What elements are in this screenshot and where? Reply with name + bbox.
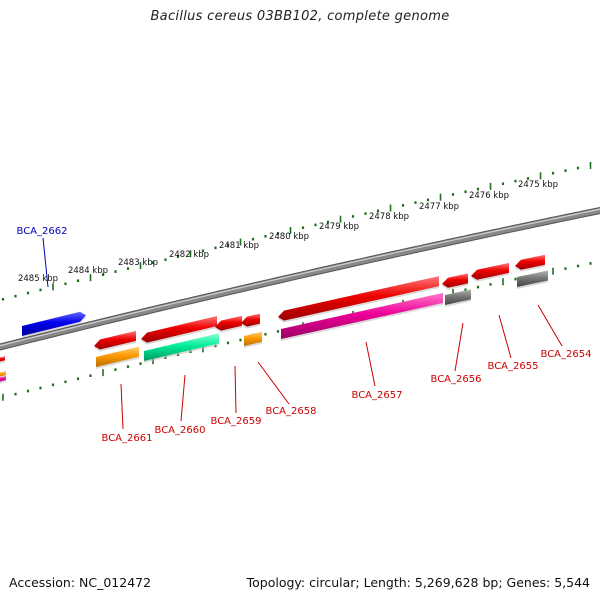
- kbp-label: 2478 kbp: [369, 212, 409, 222]
- accession-text: Accession: NC_012472: [9, 575, 152, 590]
- leader-line: [257, 361, 290, 405]
- label-leader-lines: [42, 237, 563, 430]
- genome-backbone: [0, 206, 600, 351]
- kbp-label: 2484 kbp: [68, 266, 108, 276]
- kbp-label: 2475 kbp: [518, 180, 558, 190]
- feature-bca-2656: [442, 273, 468, 290]
- gene-label: BCA_2658: [266, 406, 317, 417]
- leader-line: [454, 322, 464, 372]
- feature-body: [144, 333, 219, 361]
- feature-body: [141, 316, 217, 343]
- leader-line: [180, 374, 186, 422]
- feature-body: [0, 371, 6, 377]
- backbone-highlight: [0, 208, 600, 347]
- backbone-line: [0, 207, 600, 350]
- feature-bca-2658: [241, 313, 260, 329]
- gene-label: BCA_2656: [431, 374, 482, 385]
- outer-tick-ring: [1, 161, 592, 301]
- feature-body: [215, 315, 242, 331]
- feature-body: [94, 330, 136, 350]
- gene-label: BCA_2661: [102, 433, 153, 444]
- genome-summary-text: Topology: circular; Length: 5,269,628 bp…: [246, 575, 590, 590]
- feature-bca-2654-cds: [517, 270, 548, 289]
- feature-bca-2659: [215, 315, 242, 333]
- feature-body: [442, 273, 468, 288]
- feature-edge-1: [0, 356, 5, 364]
- leader-line: [537, 304, 563, 347]
- leader-line: [234, 365, 237, 414]
- feature-bca-2657-cds: [281, 292, 443, 341]
- feature-body: [22, 311, 86, 336]
- feature-bca-2658-cds: [244, 331, 262, 348]
- feature-body: [0, 376, 6, 382]
- feature-body: [471, 262, 509, 280]
- feature-bca-2656-cds: [445, 289, 471, 307]
- feature-edge-3: [0, 376, 6, 384]
- gene-features: [0, 254, 548, 384]
- kbp-label: 2479 kbp: [319, 222, 359, 232]
- gene-label: BCA_2659: [211, 416, 262, 427]
- feature-bca-2660-cds: [144, 333, 219, 363]
- kbp-label: 2477 kbp: [419, 202, 459, 212]
- feature-bca-2661-cds: [96, 346, 139, 369]
- feature-body: [445, 289, 471, 305]
- feature-bca-2662: [22, 311, 86, 338]
- leader-line: [365, 341, 376, 387]
- kbp-label: 2480 kbp: [269, 232, 309, 242]
- gene-label: BCA_2662: [17, 226, 68, 237]
- feature-body: [517, 270, 548, 287]
- kbp-label: 2476 kbp: [469, 191, 509, 201]
- feature-body: [281, 292, 443, 339]
- leader-line: [498, 314, 512, 359]
- feature-body: [278, 276, 439, 321]
- feature-body: [0, 356, 5, 362]
- kbp-label: 2481 kbp: [219, 241, 259, 251]
- feature-body: [515, 254, 545, 270]
- feature-bca-2661: [94, 330, 136, 352]
- feature-bca-2660: [141, 316, 217, 345]
- gene-label: BCA_2655: [488, 361, 539, 372]
- gene-label: BCA_2657: [352, 390, 403, 401]
- kbp-scale-labels: 2485 kbp 2484 kbp 2483 kbp 2482 kbp 2481 kbp…: [18, 180, 558, 284]
- feature-bca-2654: [515, 254, 545, 272]
- feature-body: [241, 313, 260, 327]
- feature-body: [96, 346, 139, 367]
- leader-line: [120, 383, 124, 430]
- kbp-label: 2485 kbp: [18, 274, 58, 284]
- leader-line: [42, 237, 49, 288]
- map-title: Bacillus cereus 03BB102, complete genome: [150, 9, 450, 24]
- gene-label: BCA_2660: [155, 425, 206, 436]
- kbp-label: 2482 kbp: [169, 250, 209, 260]
- feature-bca-2655: [471, 262, 509, 282]
- gene-label: BCA_2654: [541, 349, 592, 360]
- kbp-label: 2483 kbp: [118, 258, 158, 268]
- feature-body: [244, 331, 262, 346]
- feature-bca-2657: [278, 276, 439, 323]
